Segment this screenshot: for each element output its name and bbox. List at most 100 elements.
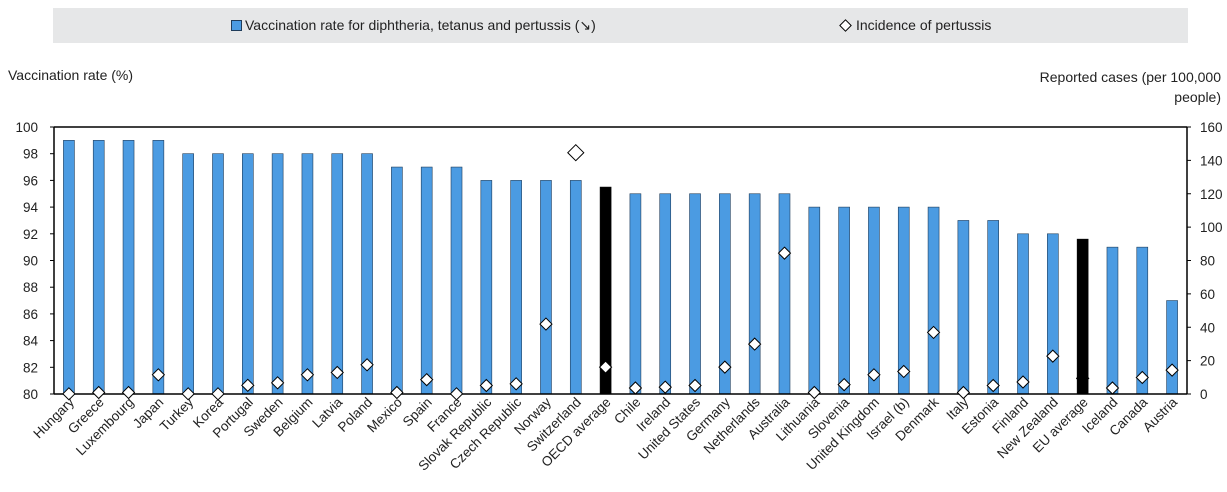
- legend: Vaccination rate for diphtheria, tetanus…: [53, 8, 1188, 43]
- legend-marker-label: Incidence of pertussis: [856, 17, 992, 33]
- bar: [1166, 300, 1178, 395]
- plot-frame: [53, 126, 1188, 395]
- marker: [867, 368, 881, 382]
- bar: [212, 153, 224, 395]
- bar: [957, 220, 970, 395]
- bar: [629, 193, 642, 395]
- bar: [152, 140, 165, 395]
- right-tick-label: 120: [1200, 187, 1223, 202]
- right-tick-label: 0: [1200, 387, 1208, 402]
- bar: [748, 193, 761, 395]
- bar: [927, 206, 940, 395]
- bar: [391, 166, 403, 395]
- bar: [1106, 246, 1119, 395]
- marker: [837, 377, 851, 392]
- right-tick-label: 60: [1200, 287, 1215, 302]
- marker: [330, 365, 344, 380]
- marker: [121, 385, 136, 400]
- bar: [689, 193, 701, 395]
- bar: [63, 140, 75, 395]
- right-tick-label: 100: [1200, 220, 1223, 235]
- left-axis-ticks: 80 82 84 86 88 90 92 94 96 98 100: [15, 120, 54, 402]
- marker: [92, 385, 106, 400]
- bar: [361, 153, 373, 395]
- left-tick-label: 94: [23, 200, 39, 215]
- marker: [539, 317, 553, 331]
- marker: [1105, 381, 1120, 395]
- x-tick-label: Austria: [1140, 394, 1181, 435]
- left-axis-title: Vaccination rate (%): [8, 67, 134, 83]
- right-tick-label: 80: [1200, 254, 1215, 269]
- marker: [151, 368, 166, 382]
- bar: [569, 180, 582, 395]
- legend-bar-label: Vaccination rate for diphtheria, tetanus…: [245, 17, 596, 33]
- left-tick-label: 98: [23, 147, 38, 162]
- bar: [480, 180, 493, 395]
- bar-series: [63, 140, 1178, 395]
- bar: [420, 166, 433, 395]
- marker: [807, 385, 822, 400]
- right-tick-label: 20: [1200, 354, 1215, 369]
- marker: [628, 381, 643, 395]
- bar: [182, 153, 194, 395]
- marker: [658, 380, 672, 394]
- bar: [540, 180, 552, 395]
- left-tick-label: 86: [23, 307, 38, 322]
- left-tick-label: 90: [23, 254, 38, 269]
- marker: [509, 377, 523, 391]
- left-tick-label: 96: [23, 173, 38, 188]
- left-tick-label: 82: [23, 360, 38, 375]
- legend-bar-swatch: [231, 20, 242, 31]
- marker: [1135, 370, 1149, 385]
- bar: [510, 180, 522, 395]
- bar: [868, 206, 880, 395]
- left-tick-label: 84: [23, 334, 39, 349]
- bar: [122, 140, 135, 395]
- marker: [241, 378, 255, 393]
- marker: [1046, 349, 1060, 363]
- bar: [242, 153, 254, 395]
- marker: [479, 378, 494, 393]
- right-tick-label: 140: [1200, 153, 1223, 168]
- right-tick-label: 40: [1200, 320, 1215, 335]
- bar: [838, 206, 850, 395]
- marker: [688, 378, 702, 393]
- marker: [747, 337, 762, 351]
- marker: [598, 360, 613, 374]
- marker: [718, 360, 732, 374]
- marker: [449, 387, 464, 401]
- x-tick-label: Turkey: [157, 394, 197, 434]
- x-axis-tick-labels: HungaryGreeceLuxembourgJapanTurkeyKoreaP…: [30, 394, 1180, 473]
- marker: [270, 376, 285, 390]
- marker: [897, 364, 911, 379]
- left-tick-label: 92: [23, 227, 38, 242]
- bar: [450, 166, 463, 395]
- marker: [926, 325, 941, 340]
- right-tick-label: 160: [1200, 120, 1223, 135]
- marker: [211, 387, 225, 401]
- marker: [777, 246, 792, 260]
- legend-item-vaccination: Vaccination rate for diphtheria, tetanus…: [231, 17, 596, 34]
- bar: [778, 193, 791, 395]
- right-axis-title-line1: Reported cases (per 100,000: [1039, 69, 1221, 85]
- marker: [419, 372, 434, 387]
- marker: [567, 143, 585, 162]
- marker: [360, 358, 374, 372]
- marker: [62, 387, 76, 401]
- marker-series: [62, 143, 1179, 401]
- bar: [331, 153, 344, 395]
- left-tick-label: 88: [23, 280, 38, 295]
- marker: [1075, 371, 1090, 386]
- marker: [390, 385, 404, 400]
- left-tick-label: 100: [15, 120, 38, 135]
- right-axis-title-line2: people): [1174, 89, 1221, 105]
- marker: [300, 368, 315, 382]
- bar: [1076, 238, 1089, 395]
- right-axis-ticks: 0 20 40 60 80 100 120 140 160: [1187, 120, 1223, 402]
- bar: [987, 220, 999, 395]
- marker: [181, 387, 195, 401]
- bar: [808, 206, 821, 395]
- bar: [1017, 233, 1029, 395]
- marker: [1165, 363, 1179, 377]
